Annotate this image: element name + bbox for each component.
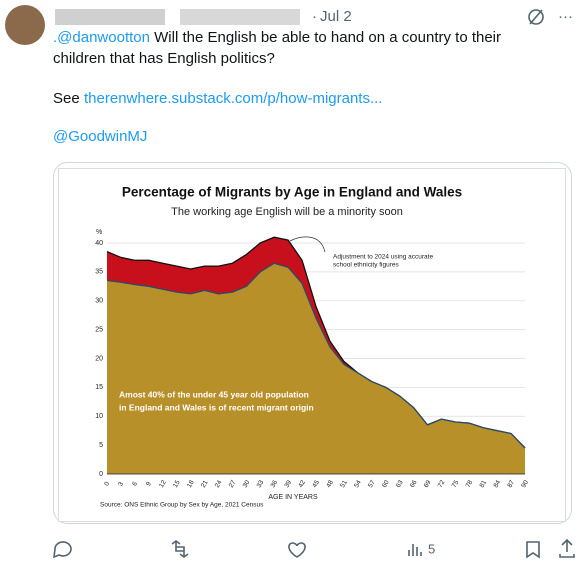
x-tick-label: 78 — [465, 479, 475, 489]
annotation: Adjustment to 2024 using accurate — [333, 254, 433, 261]
x-axis-label: AGE IN YEARS — [268, 494, 318, 501]
y-tick-label: 25 — [95, 326, 103, 333]
annotation-arrow — [289, 236, 326, 253]
x-tick-label: 87 — [506, 479, 516, 489]
link[interactable]: therenwhere.substack.com/p/how-migrants.… — [84, 90, 382, 107]
y-tick-label: 35 — [95, 269, 103, 276]
tweet-text: .@danwootton Will the English be able to… — [53, 29, 501, 46]
views-count: 5 — [428, 541, 435, 556]
chart-note: Amost 40% of the under 45 year old popul… — [119, 389, 309, 399]
mention[interactable]: @GoodwinMJ — [53, 128, 147, 145]
tweet-text: See — [53, 90, 80, 107]
chart-subtitle: The working age English will be a minori… — [171, 206, 403, 218]
text: Will the English be able to hand on a co… — [150, 29, 501, 46]
x-tick-label: 0 — [103, 480, 111, 487]
x-tick-label: 90 — [520, 479, 530, 489]
chart-note: in England and Wales is of recent migran… — [119, 402, 314, 412]
x-tick-label: 12 — [158, 479, 168, 489]
x-tick-label: 60 — [381, 479, 391, 489]
x-tick-label: 15 — [172, 479, 182, 489]
x-tick-label: 36 — [270, 479, 280, 489]
share-icon[interactable] — [559, 538, 575, 558]
date: Jul 2 — [320, 8, 352, 25]
x-tick-label: 66 — [409, 479, 419, 489]
grok-slash — [529, 9, 543, 25]
x-tick-label: 63 — [395, 479, 405, 489]
y-tick-label: 40 — [95, 240, 103, 247]
redacted-name — [55, 9, 165, 25]
x-tick-label: 24 — [214, 479, 224, 489]
avatar[interactable] — [5, 5, 45, 45]
x-tick-label: 42 — [297, 479, 307, 489]
area-outline — [106, 262, 526, 449]
actions — [53, 538, 575, 559]
grok-icon[interactable] — [528, 9, 544, 25]
y-tick-label: 0 — [99, 471, 103, 478]
x-tick-label: 18 — [186, 479, 196, 489]
x-tick-label: 21 — [200, 479, 210, 489]
chart-title: Percentage of Migrants by Age in England… — [122, 185, 462, 200]
x-tick-label: 6 — [131, 480, 139, 487]
x-tick-label: 72 — [437, 479, 447, 489]
x-tick-label: 48 — [325, 479, 335, 489]
redacted-handle — [180, 9, 300, 25]
x-tick-label: 69 — [423, 479, 433, 489]
y-tick-label: 20 — [95, 355, 103, 362]
more-icon[interactable]: ··· — [558, 8, 573, 25]
x-tick-label: 30 — [242, 479, 252, 489]
x-tick-label: 81 — [479, 479, 489, 489]
y-tick-label: 30 — [95, 298, 103, 305]
tweet-text: children that has English politics? — [53, 50, 275, 67]
x-tick-label: 75 — [451, 479, 461, 489]
x-tick-label: 45 — [311, 479, 321, 489]
repost-icon[interactable] — [171, 540, 189, 558]
y-tick-label: 15 — [95, 384, 103, 391]
x-tick-label: 39 — [283, 479, 293, 489]
annotation: school ethnicity figures — [333, 262, 400, 269]
area — [107, 263, 525, 474]
x-tick-label: 9 — [145, 480, 153, 487]
x-tick-label: 57 — [367, 479, 377, 489]
y-tick-label: 5 — [99, 442, 103, 449]
y-unit: % — [96, 229, 102, 236]
y-tick-label: 10 — [95, 413, 103, 420]
date-separator: · — [312, 8, 317, 25]
x-tick-label: 3 — [117, 480, 125, 487]
source: Source: ONS Ethnic Group by Sex by Age, … — [100, 502, 264, 509]
like-icon[interactable] — [288, 542, 306, 558]
mention[interactable]: .@danwootton — [53, 29, 150, 46]
x-tick-label: 84 — [492, 479, 502, 489]
x-tick-label: 51 — [339, 479, 349, 489]
bookmark-icon[interactable] — [526, 541, 540, 559]
chart: Percentage of Migrants by Age in England… — [95, 185, 530, 509]
x-tick-label: 33 — [256, 479, 266, 489]
x-tick-label: 54 — [353, 479, 363, 489]
reply-icon[interactable] — [53, 541, 72, 559]
x-tick-label: 27 — [228, 479, 238, 489]
views-icon[interactable] — [408, 544, 422, 556]
